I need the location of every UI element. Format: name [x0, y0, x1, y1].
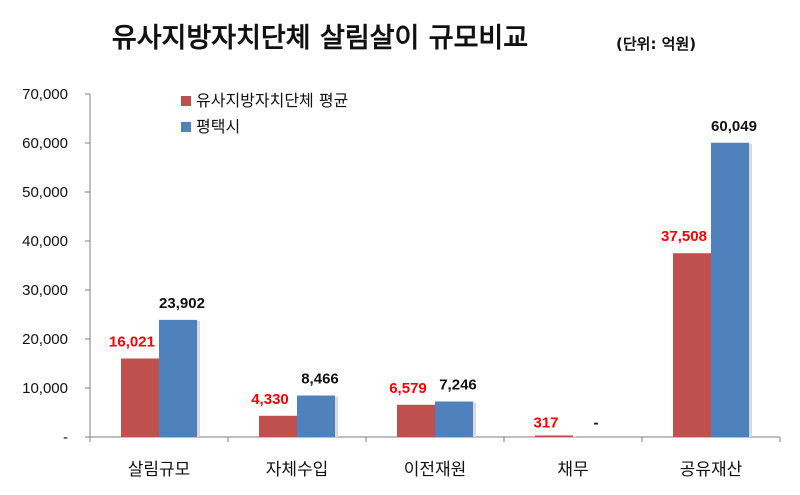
legend-label: 평택시	[196, 117, 240, 136]
y-tick-label: 50,000	[22, 184, 68, 201]
data-label: 16,021	[109, 333, 155, 350]
bar	[435, 401, 473, 437]
chart-title: 유사지방자치단체 살림살이 규모비교	[111, 23, 529, 54]
y-tick-label: 20,000	[22, 331, 68, 348]
bar	[159, 319, 197, 437]
data-label: 4,330	[251, 391, 289, 408]
y-tick-label: -	[63, 429, 68, 446]
data-label: 37,508	[661, 228, 707, 245]
bar	[121, 358, 159, 437]
bar	[259, 415, 297, 437]
data-label: 8,466	[301, 371, 339, 388]
legend-label: 유사지방자치단체 평균	[196, 91, 348, 110]
unit-note: (단위: 억원)	[616, 35, 697, 53]
data-label: 7,246	[439, 376, 477, 393]
legend-swatch	[181, 122, 191, 132]
bar	[711, 142, 749, 438]
x-tick-label: 살림규모	[128, 460, 191, 480]
y-tick-label: 10,000	[22, 380, 68, 397]
y-tick-label: 70,000	[22, 86, 68, 103]
legend-swatch	[181, 96, 191, 106]
x-tick-label: 이전재원	[404, 460, 467, 480]
y-tick-label: 60,000	[22, 135, 68, 152]
data-label: 23,902	[159, 295, 205, 312]
x-tick-label: 자체수입	[266, 460, 329, 480]
bar	[673, 253, 711, 437]
data-label: 6,579	[389, 380, 427, 397]
data-label: 60,049	[711, 118, 757, 135]
bar	[297, 395, 335, 437]
x-tick-label: 채무	[557, 460, 588, 480]
data-label: 317	[533, 414, 558, 431]
bar	[397, 404, 435, 437]
y-tick-label: 40,000	[22, 233, 68, 250]
x-tick-label: 공유재산	[680, 460, 743, 480]
data-label: -	[594, 414, 599, 431]
y-tick-label: 30,000	[22, 282, 68, 299]
bar	[535, 435, 573, 437]
